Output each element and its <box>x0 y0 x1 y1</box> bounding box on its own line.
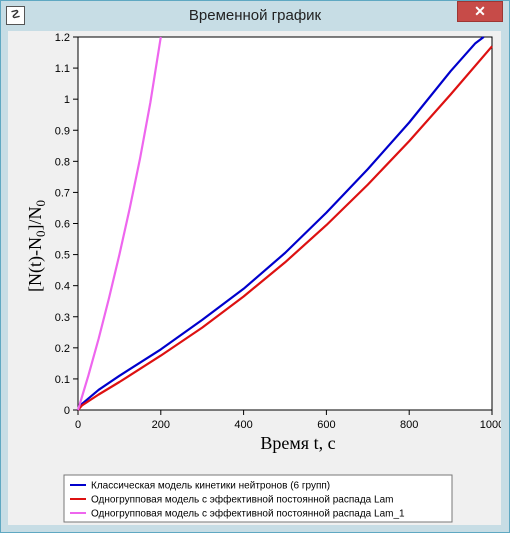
title-bar[interactable]: ☡ Временной график ✕ <box>1 1 509 31</box>
window-title: Временной график <box>1 7 509 24</box>
line-chart: 0 0.1 0.2 0.3 0.4 0.5 0.6 0.7 0.8 0.9 1 1.1 1.2 0 200… <box>8 31 501 525</box>
y-tick-label: 0.1 <box>55 374 70 386</box>
y-tick-label: 1.1 <box>55 63 70 75</box>
chart-area: 0 0.1 0.2 0.3 0.4 0.5 0.6 0.7 0.8 0.9 1 1.1 1.2 0 200… <box>8 31 501 525</box>
y-tick-label: 0.5 <box>55 250 70 262</box>
y-tick-label: 0.9 <box>55 125 70 137</box>
x-tick-label: 1000 <box>480 419 501 431</box>
y-tick-label: 0.4 <box>55 281 70 293</box>
y-tick-label: 0.2 <box>55 343 70 355</box>
legend-label-1: Классическая модель кинетики нейтронов (… <box>91 481 330 492</box>
y-tick-label: 0.6 <box>55 219 70 231</box>
x-tick-label: 800 <box>400 419 418 431</box>
legend-label-3: Одногрупповая модель с эффективной посто… <box>91 508 405 520</box>
legend-label-2: Одногрупповая модель с эффективной посто… <box>91 494 393 506</box>
y-tick-label: 0.7 <box>55 187 70 199</box>
y-axis-label: [N(t)-N0]/N0 <box>25 200 48 292</box>
x-tick-label: 400 <box>234 419 252 431</box>
y-tick-label: 1.2 <box>55 32 70 44</box>
x-tick-label: 200 <box>152 419 170 431</box>
close-button[interactable]: ✕ <box>457 1 503 22</box>
x-tick-label: 600 <box>317 419 335 431</box>
y-tick-label: 0 <box>64 405 70 417</box>
y-tick-label: 1 <box>64 94 70 106</box>
plot-area <box>78 37 492 410</box>
y-tick-label: 0.3 <box>55 312 70 324</box>
x-axis-label: Время t, c <box>260 433 335 453</box>
y-tick-label: 0.8 <box>55 156 70 168</box>
x-tick-label: 0 <box>75 419 81 431</box>
